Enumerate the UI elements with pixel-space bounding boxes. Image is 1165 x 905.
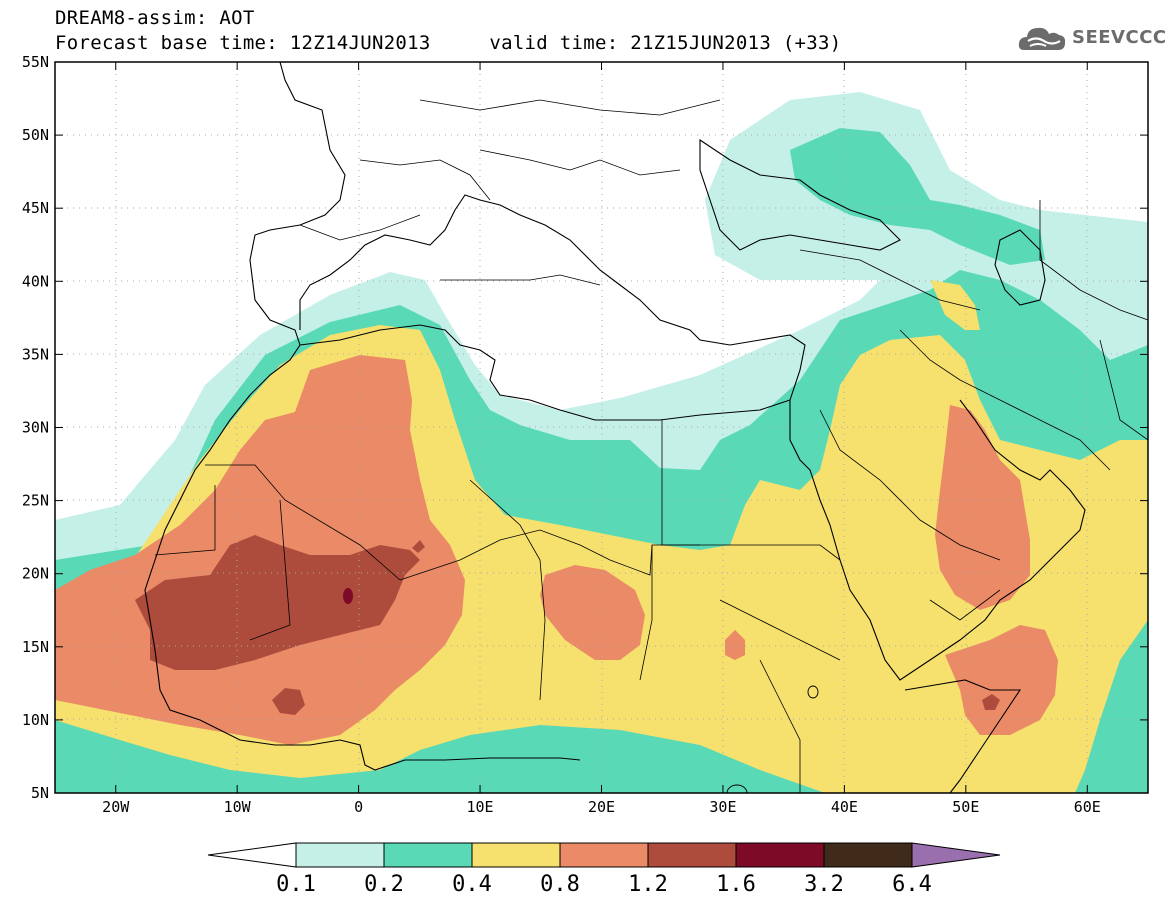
colorbar-swatch <box>471 842 561 868</box>
seevccc-logo: SEEVCCC <box>1018 22 1165 56</box>
lat-tick-label: 35N <box>22 345 49 363</box>
lon-tick-label: 0 <box>354 798 363 816</box>
lon-tick-label: 10W <box>224 798 252 816</box>
aot-map <box>55 62 1148 793</box>
colorbar-label: 1.6 <box>716 872 756 897</box>
logo-text: SEEVCCC <box>1072 27 1165 48</box>
lat-tick-label: 55N <box>22 53 49 71</box>
colorbar-label: 1.2 <box>628 872 668 897</box>
aot-band-1.2-b <box>272 688 305 715</box>
graticule <box>55 62 1148 793</box>
lon-tick-label: 20W <box>102 798 130 816</box>
colorbar-min-arrow <box>207 842 297 868</box>
lon-tick-label: 30E <box>709 798 736 816</box>
lat-tick-label: 20N <box>22 565 49 583</box>
colorbar-swatch <box>735 842 825 868</box>
cloud-icon <box>1018 27 1066 50</box>
lon-tick-label: 10E <box>467 798 494 816</box>
coastlines <box>144 62 1086 793</box>
lon-tick-label: 20E <box>588 798 615 816</box>
colorbar-label: 3.2 <box>804 872 844 897</box>
axis-ticks: 55N 50N 45N 40N 35N 30N 25N 20N 15N 10N 5N 20W 10W 0 1… <box>22 53 1148 816</box>
title-line-2: Forecast base time: 12Z14JUN2013 valid t… <box>55 32 842 54</box>
colorbar-max-arrow <box>911 842 1001 868</box>
colorbar-label: 0.4 <box>452 872 492 897</box>
aot-band-0.8-chad <box>540 565 645 660</box>
colorbar-label: 0.1 <box>276 872 316 897</box>
lakes <box>726 685 819 793</box>
aot-band-0.8-arabia <box>935 405 1030 610</box>
lon-tick-label: 60E <box>1074 798 1101 816</box>
aot-band-0.8-somalia <box>945 625 1058 735</box>
lat-tick-label: 45N <box>22 199 49 217</box>
title-line-1: DREAM8-assim: AOT <box>55 7 255 29</box>
lat-tick-label: 50N <box>22 126 49 144</box>
country-borders <box>154 99 1148 793</box>
colorbar-label: 0.8 <box>540 872 580 897</box>
aot-band-1.2 <box>135 535 420 670</box>
aot-band-1.2-d <box>412 540 425 553</box>
aot-band-0.4-caspian <box>930 280 980 330</box>
colorbar: 0.1 0.2 0.4 0.8 1.2 1.6 3.2 6.4 <box>207 842 1001 897</box>
colorbar-swatch <box>647 842 737 868</box>
colorbar-swatch <box>295 842 385 868</box>
colorbar-swatch <box>383 842 473 868</box>
lon-tick-label: 50E <box>952 798 979 816</box>
aot-band-1.2-c <box>982 694 1000 710</box>
colorbar-swatch <box>559 842 649 868</box>
colorbar-label: 0.2 <box>364 872 404 897</box>
lat-tick-label: 5N <box>31 784 49 802</box>
colorbar-label: 6.4 <box>892 872 932 897</box>
lat-tick-label: 15N <box>22 638 49 656</box>
lat-tick-label: 25N <box>22 492 49 510</box>
aot-band-0.8-sudan <box>725 630 745 660</box>
aot-band-1.6 <box>343 588 353 604</box>
lat-tick-label: 30N <box>22 419 49 437</box>
colorbar-swatch <box>823 842 913 868</box>
aot-band-0.2-arabia-north <box>920 320 1110 470</box>
lat-tick-label: 10N <box>22 711 49 729</box>
lon-tick-label: 40E <box>831 798 858 816</box>
lat-tick-label: 40N <box>22 272 49 290</box>
aot-band-0.2-north <box>790 128 1045 265</box>
